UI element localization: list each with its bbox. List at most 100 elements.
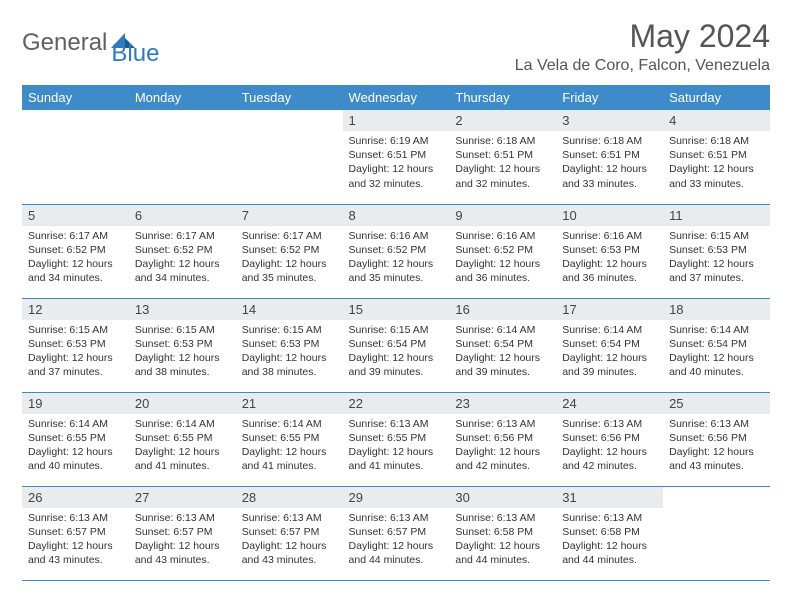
sunset-line: Sunset: 6:53 PM [28,337,123,351]
calendar-row: 1Sunrise: 6:19 AMSunset: 6:51 PMDaylight… [22,110,770,204]
day-info: Sunrise: 6:13 AMSunset: 6:58 PMDaylight:… [556,508,663,574]
sunset-line: Sunset: 6:52 PM [349,243,444,257]
day-number: 16 [449,299,556,320]
day-info: Sunrise: 6:18 AMSunset: 6:51 PMDaylight:… [663,131,770,197]
calendar-day-cell: 20Sunrise: 6:14 AMSunset: 6:55 PMDayligh… [129,392,236,486]
weekday-header-row: SundayMondayTuesdayWednesdayThursdayFrid… [22,85,770,110]
daylight-line: Daylight: 12 hours and 41 minutes. [349,445,444,473]
day-number: 18 [663,299,770,320]
day-info: Sunrise: 6:15 AMSunset: 6:54 PMDaylight:… [343,320,450,386]
day-info: Sunrise: 6:14 AMSunset: 6:55 PMDaylight:… [236,414,343,480]
logo-text-general: General [22,29,107,57]
sunset-line: Sunset: 6:51 PM [669,148,764,162]
calendar-row: 26Sunrise: 6:13 AMSunset: 6:57 PMDayligh… [22,486,770,580]
sunset-line: Sunset: 6:57 PM [242,525,337,539]
sunrise-line: Sunrise: 6:15 AM [349,323,444,337]
calendar-day-cell: 8Sunrise: 6:16 AMSunset: 6:52 PMDaylight… [343,204,450,298]
weekday-header: Thursday [449,85,556,110]
sunset-line: Sunset: 6:57 PM [28,525,123,539]
daylight-line: Daylight: 12 hours and 41 minutes. [242,445,337,473]
day-number: 10 [556,205,663,226]
sunrise-line: Sunrise: 6:13 AM [135,511,230,525]
daylight-line: Daylight: 12 hours and 42 minutes. [562,445,657,473]
day-number: 28 [236,487,343,508]
calendar-day-cell: 26Sunrise: 6:13 AMSunset: 6:57 PMDayligh… [22,486,129,580]
day-info: Sunrise: 6:15 AMSunset: 6:53 PMDaylight:… [236,320,343,386]
day-info: Sunrise: 6:14 AMSunset: 6:54 PMDaylight:… [449,320,556,386]
calendar-day-cell: 22Sunrise: 6:13 AMSunset: 6:55 PMDayligh… [343,392,450,486]
day-number: 2 [449,110,556,131]
calendar-day-cell: 23Sunrise: 6:13 AMSunset: 6:56 PMDayligh… [449,392,556,486]
sunset-line: Sunset: 6:53 PM [669,243,764,257]
daylight-line: Daylight: 12 hours and 34 minutes. [28,257,123,285]
daylight-line: Daylight: 12 hours and 41 minutes. [135,445,230,473]
sunset-line: Sunset: 6:54 PM [455,337,550,351]
sunset-line: Sunset: 6:51 PM [349,148,444,162]
sunrise-line: Sunrise: 6:14 AM [669,323,764,337]
daylight-line: Daylight: 12 hours and 44 minutes. [562,539,657,567]
day-info: Sunrise: 6:17 AMSunset: 6:52 PMDaylight:… [22,226,129,292]
sunset-line: Sunset: 6:55 PM [28,431,123,445]
sunset-line: Sunset: 6:56 PM [562,431,657,445]
sunset-line: Sunset: 6:55 PM [242,431,337,445]
weekday-header: Friday [556,85,663,110]
daylight-line: Daylight: 12 hours and 43 minutes. [135,539,230,567]
day-number: 1 [343,110,450,131]
day-info: Sunrise: 6:13 AMSunset: 6:56 PMDaylight:… [449,414,556,480]
calendar-body: 1Sunrise: 6:19 AMSunset: 6:51 PMDaylight… [22,110,770,580]
day-number: 7 [236,205,343,226]
sunrise-line: Sunrise: 6:14 AM [28,417,123,431]
logo-text-blue: Blue [111,40,159,67]
calendar-day-cell: 7Sunrise: 6:17 AMSunset: 6:52 PMDaylight… [236,204,343,298]
daylight-line: Daylight: 12 hours and 39 minutes. [455,351,550,379]
day-info: Sunrise: 6:15 AMSunset: 6:53 PMDaylight:… [22,320,129,386]
day-info: Sunrise: 6:13 AMSunset: 6:57 PMDaylight:… [129,508,236,574]
daylight-line: Daylight: 12 hours and 44 minutes. [455,539,550,567]
day-number: 25 [663,393,770,414]
weekday-header: Saturday [663,85,770,110]
weekday-header: Wednesday [343,85,450,110]
calendar-day-cell: 16Sunrise: 6:14 AMSunset: 6:54 PMDayligh… [449,298,556,392]
daylight-line: Daylight: 12 hours and 34 minutes. [135,257,230,285]
sunrise-line: Sunrise: 6:13 AM [349,511,444,525]
calendar-empty-cell [236,110,343,204]
daylight-line: Daylight: 12 hours and 33 minutes. [562,162,657,190]
calendar-day-cell: 27Sunrise: 6:13 AMSunset: 6:57 PMDayligh… [129,486,236,580]
day-info: Sunrise: 6:15 AMSunset: 6:53 PMDaylight:… [663,226,770,292]
sunset-line: Sunset: 6:51 PM [455,148,550,162]
day-number: 30 [449,487,556,508]
sunrise-line: Sunrise: 6:16 AM [455,229,550,243]
daylight-line: Daylight: 12 hours and 44 minutes. [349,539,444,567]
daylight-line: Daylight: 12 hours and 42 minutes. [455,445,550,473]
calendar-day-cell: 18Sunrise: 6:14 AMSunset: 6:54 PMDayligh… [663,298,770,392]
day-number: 13 [129,299,236,320]
day-info: Sunrise: 6:14 AMSunset: 6:55 PMDaylight:… [22,414,129,480]
calendar-day-cell: 14Sunrise: 6:15 AMSunset: 6:53 PMDayligh… [236,298,343,392]
sunset-line: Sunset: 6:53 PM [135,337,230,351]
daylight-line: Daylight: 12 hours and 32 minutes. [349,162,444,190]
daylight-line: Daylight: 12 hours and 36 minutes. [455,257,550,285]
sunset-line: Sunset: 6:52 PM [242,243,337,257]
calendar-day-cell: 30Sunrise: 6:13 AMSunset: 6:58 PMDayligh… [449,486,556,580]
sunset-line: Sunset: 6:52 PM [455,243,550,257]
calendar-day-cell: 10Sunrise: 6:16 AMSunset: 6:53 PMDayligh… [556,204,663,298]
day-number: 31 [556,487,663,508]
day-number: 8 [343,205,450,226]
day-number: 27 [129,487,236,508]
calendar-day-cell: 19Sunrise: 6:14 AMSunset: 6:55 PMDayligh… [22,392,129,486]
calendar-day-cell: 2Sunrise: 6:18 AMSunset: 6:51 PMDaylight… [449,110,556,204]
day-number: 3 [556,110,663,131]
sunset-line: Sunset: 6:52 PM [135,243,230,257]
calendar-day-cell: 4Sunrise: 6:18 AMSunset: 6:51 PMDaylight… [663,110,770,204]
daylight-line: Daylight: 12 hours and 35 minutes. [242,257,337,285]
calendar-day-cell: 29Sunrise: 6:13 AMSunset: 6:57 PMDayligh… [343,486,450,580]
day-info: Sunrise: 6:14 AMSunset: 6:54 PMDaylight:… [663,320,770,386]
sunrise-line: Sunrise: 6:14 AM [242,417,337,431]
daylight-line: Daylight: 12 hours and 40 minutes. [28,445,123,473]
daylight-line: Daylight: 12 hours and 43 minutes. [28,539,123,567]
sunrise-line: Sunrise: 6:15 AM [28,323,123,337]
location-text: La Vela de Coro, Falcon, Venezuela [515,57,770,75]
day-info: Sunrise: 6:13 AMSunset: 6:57 PMDaylight:… [22,508,129,574]
sunrise-line: Sunrise: 6:13 AM [349,417,444,431]
day-number: 4 [663,110,770,131]
